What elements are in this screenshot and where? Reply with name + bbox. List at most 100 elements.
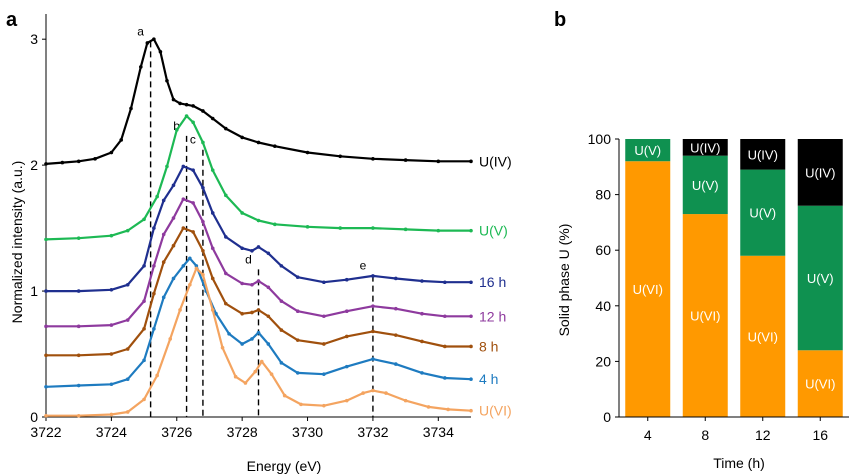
spectrum-point-16-h (191, 168, 195, 172)
spectrum-point-16-h (420, 279, 424, 283)
spectrum-point-u-vi (322, 403, 326, 408)
spectrum-point-4-h (181, 264, 186, 268)
spectrum-point-u-v (165, 164, 169, 169)
spectrum-point-16-h (161, 198, 166, 203)
spectrum-point-u-iv (403, 158, 408, 162)
spectrum-point-4-h (322, 372, 326, 376)
spectrum-point-4-h (469, 377, 473, 382)
panel-b-x-tick-label: 16 (812, 427, 828, 443)
spectrum-point-12-h (344, 309, 349, 314)
spectrum-point-u-vi (210, 308, 215, 312)
bar-label-u-vi-16h: U(VI) (805, 377, 835, 392)
spectrum-point-8-h (161, 260, 166, 264)
spectrum-point-16-h (152, 226, 156, 230)
panel-b-letter: b (554, 9, 566, 31)
spectrum-point-16-h (44, 289, 48, 293)
spectrum-point-8-h (322, 342, 326, 346)
panel-b-y-tick-label: 40 (595, 298, 611, 314)
spectrum-point-u-vi (76, 413, 81, 418)
spectrum-point-12-h (266, 285, 271, 290)
bar-label-u-v-8h: U(V) (692, 178, 719, 193)
bar-label-u-iv-12h: U(IV) (748, 147, 778, 162)
spectrum-point-u-iv (224, 126, 228, 131)
spectrum-point-8-h (109, 352, 114, 356)
spectrum-point-12-h (152, 264, 156, 268)
bar-label-u-vi-8h: U(VI) (690, 309, 720, 324)
spectrum-12-h (46, 198, 471, 328)
spectrum-point-u-iv (76, 159, 81, 164)
spectrum-point-8-h (443, 344, 447, 349)
panel-a-y-tick-label: 0 (30, 409, 38, 425)
spectrum-point-16-h (279, 264, 284, 268)
spectrum-point-4-h (44, 384, 48, 389)
bar-u-iv-12h (740, 139, 786, 170)
bar-u-vi-16h (797, 350, 843, 417)
panel-a-y-tick-label: 1 (30, 283, 38, 299)
bar-u-vi-12h (740, 255, 786, 417)
bar-u-v-8h (682, 155, 728, 215)
spectrum-point-u-vi (371, 388, 375, 393)
bar-u-v-16h (797, 205, 843, 351)
spectrum-point-12-h (161, 232, 166, 237)
spectrum-point-u-iv (191, 104, 195, 108)
spectrum-point-u-iv (158, 49, 163, 54)
spectrum-point-u-v (305, 225, 310, 229)
spectrum-point-u-iv (201, 109, 205, 113)
spectrum-point-8-h (266, 314, 271, 319)
spectrum-8-h (46, 227, 471, 357)
spectrum-point-u-v (224, 193, 228, 198)
spectrum-point-12-h (394, 306, 398, 311)
spectrum-point-u-vi (220, 345, 225, 350)
stacked-bar-panel: b Solid phase U (%) Time (h) U(VI)U(V)U(… (554, 9, 849, 471)
spectrum-point-4-h (171, 276, 176, 281)
spectrum-point-u-iv (436, 159, 441, 164)
spectrum-point-u-iv (44, 162, 48, 166)
spectrum-point-12-h (322, 314, 326, 319)
spectrum-point-u-iv (129, 106, 133, 111)
spectrum-point-u-v (142, 217, 146, 222)
spectrum-point-u-iv (338, 154, 343, 159)
spectrum-point-u-iv (119, 138, 123, 142)
spectrum-point-u-iv (469, 159, 473, 164)
spectrum-point-u-iv (139, 65, 143, 69)
bar-u-v-12h (740, 169, 786, 256)
spectrum-point-16-h (295, 275, 300, 280)
bar-label-u-iv-8h: U(IV) (690, 140, 720, 155)
panel-a-x-tick-label: 3732 (357, 424, 388, 440)
spectrum-point-u-v (256, 218, 261, 223)
spectrum-point-4-h (109, 382, 114, 387)
spectrum-point-u-iv (184, 102, 189, 107)
spectrum-point-u-vi (344, 398, 349, 403)
spectrum-point-4-h (344, 364, 349, 369)
spectrum-point-16-h (443, 280, 447, 285)
panel-a-x-axis-title: Energy (eV) (247, 458, 322, 474)
spectrum-point-4-h (194, 264, 199, 268)
spectrum-point-4-h (443, 376, 447, 380)
spectrum-point-8-h (125, 347, 130, 351)
spectrum-point-u-v (174, 128, 179, 132)
spectrum-point-8-h (250, 310, 254, 315)
spectrum-point-u-iv (109, 150, 114, 155)
spectrum-point-u-v (371, 226, 375, 230)
spectrum-point-u-iv (152, 37, 156, 41)
spectrum-point-4-h (76, 383, 81, 388)
spectrum-point-u-v (44, 237, 48, 242)
spectrum-point-8-h (76, 353, 81, 358)
spectrum-point-u-vi (201, 272, 205, 277)
spectrum-point-16-h (256, 245, 261, 249)
spectrum-point-12-h (371, 304, 375, 308)
spectrum-point-16-h (210, 211, 215, 215)
panel-a-y-axis-title: Normalized intensity (a.u.) (9, 161, 25, 324)
spectrum-point-u-vi (194, 266, 199, 271)
spectrum-u-v (45, 114, 471, 241)
peak-label-e: e (360, 259, 367, 273)
spectrum-point-u-vi (469, 408, 473, 413)
spectrum-point-4-h (152, 327, 156, 331)
spectrum-point-u-v (210, 168, 215, 172)
bar-label-u-iv-16h: U(IV) (805, 165, 835, 180)
spectrum-point-u-v (436, 228, 441, 233)
spectrum-point-4-h (279, 361, 284, 365)
spectrum-point-u-iv (171, 97, 176, 102)
curve-label-u-v: U(V) (479, 223, 508, 239)
